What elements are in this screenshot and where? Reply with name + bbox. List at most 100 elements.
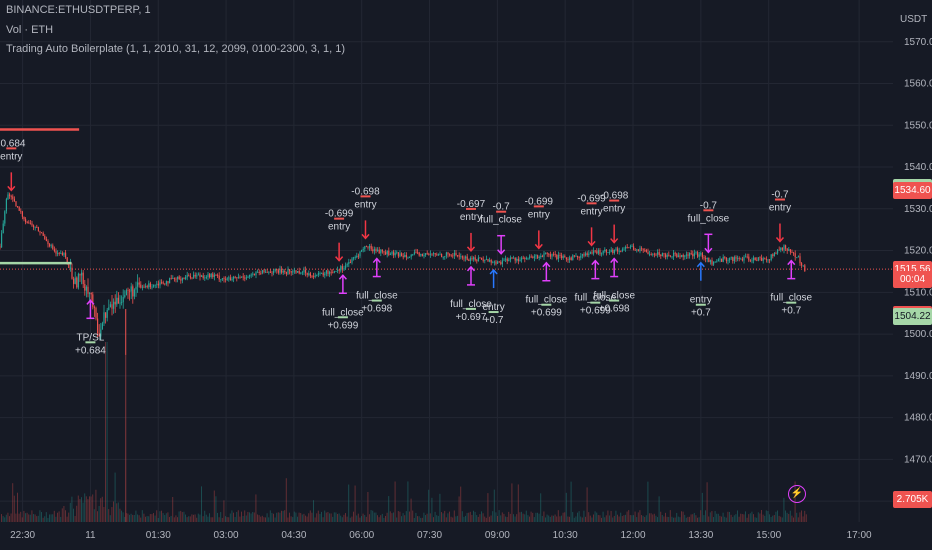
candle-body [703,257,705,259]
volume-bar [780,516,782,522]
candle-body [522,257,524,259]
volume-bar [69,502,71,522]
candle-body [1,233,3,248]
volume-bar [268,517,270,522]
candle-body [594,250,596,252]
candle-body [338,269,340,271]
candle-body [533,256,535,258]
volume-bar [506,516,508,522]
lightning-icon[interactable]: ⚡ [788,485,806,503]
candle-body [650,254,652,255]
candle-body [108,307,110,310]
volume-bar [693,512,695,522]
candle-body [332,272,334,273]
candle-body [674,252,676,254]
candle-body [263,270,265,273]
volume-bar [153,513,154,522]
candle-body [173,277,175,279]
trade-label: +0.684 [75,345,106,356]
trade-label: +0.7 [484,315,504,326]
volume-bar [284,510,286,522]
candle-body [741,258,743,261]
volume-bar [357,513,359,522]
volume-bar [492,511,494,522]
y-tick-label: 1530.00 [904,204,932,215]
volume-bar [361,516,362,522]
volume-bar [113,501,114,522]
volume-bar [148,516,150,522]
volume-bar [466,512,468,522]
candle-body [748,256,750,261]
volume-bar [181,512,183,522]
volume-bar [453,510,455,522]
volume-bar [583,510,585,522]
candle-body [412,254,414,255]
legend-volume[interactable]: Vol · ETH [6,24,54,36]
volume-bar [13,495,15,522]
volume-bar [569,516,570,522]
candle-body [740,258,742,260]
trade-label: +0.698 [361,304,392,315]
volume-bar [377,515,378,522]
candle-body [273,270,275,274]
candle-body [410,254,412,257]
volume-bar [671,516,673,522]
x-tick-label: 09:00 [485,530,510,541]
volume-bar [396,517,398,522]
volume-bar [42,517,44,522]
volume-bar [237,510,239,522]
volume-bar [564,512,566,522]
volume-bar [653,513,655,522]
candle-body [289,269,291,272]
candle-body [213,274,215,278]
volume-bar [705,510,706,522]
volume-bar [503,513,505,522]
candle-body [658,252,660,256]
volume-bar [353,511,354,522]
volume-bar [487,493,489,522]
candle-body [770,254,772,261]
candle-body [268,271,270,273]
candle-body [669,255,671,257]
candle-body [506,258,508,262]
legend-symbol[interactable]: BINANCE:ETHUSDTPERP, 1 [6,4,151,16]
candle-body [45,239,47,241]
candle-body [297,271,299,273]
candle-body [535,255,537,257]
candle-body [679,255,681,258]
volume-bar [777,510,778,522]
volume-bar [525,510,527,522]
volume-bar [114,472,116,522]
volume-bar [167,512,169,522]
candle-body [501,260,503,265]
trade-label: entry [460,212,482,223]
candle-body [0,246,1,248]
candle-body [567,259,569,260]
trade-arrow-head [497,249,506,255]
candle-body [242,276,244,278]
volume-bar [289,512,290,522]
volume-bar [261,515,263,522]
volume-bar [769,514,770,522]
volume-bar [596,512,598,522]
volume-bar [218,517,220,522]
candle-body [554,253,556,255]
candle-body [490,260,492,263]
legend-strategy[interactable]: Trading Auto Boilerplate (1, 1, 2010, 31… [6,43,345,55]
candle-body [615,248,617,250]
volume-bar [527,515,529,522]
volume-bar [513,514,514,522]
candle-body [442,256,444,258]
volume-bar [617,514,618,522]
candle-body [495,261,497,264]
candle-body [482,259,484,261]
candle-body [655,254,657,256]
candle-body [673,252,675,257]
candle-body [647,252,649,255]
volume-bar [93,509,95,522]
candle-body [74,277,76,284]
candle-body [340,266,342,271]
candle-body [405,254,407,258]
candle-body [666,254,668,258]
